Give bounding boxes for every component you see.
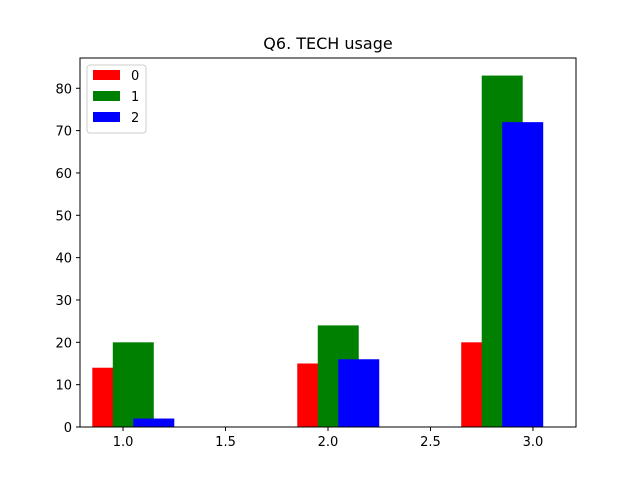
- legend: 0 1 2: [86, 64, 147, 134]
- y-tick-label: 0: [64, 421, 72, 436]
- legend-swatch-0: [93, 70, 120, 80]
- legend-label-0: 0: [131, 69, 139, 84]
- x-tick-label: 1.5: [215, 435, 236, 450]
- y-tick-label: 40: [55, 252, 72, 267]
- y-tick-label: 20: [55, 336, 72, 351]
- y-tick-label: 50: [55, 209, 72, 224]
- legend-swatch-1: [93, 91, 120, 101]
- bar-series-2-1: [133, 418, 175, 427]
- legend-label-2: 2: [131, 111, 139, 126]
- y-tick-label: 60: [55, 167, 72, 182]
- y-tick-label: 30: [55, 294, 72, 309]
- bar-series-2-2: [338, 359, 380, 427]
- y-tick-label: 10: [55, 379, 72, 394]
- x-tick-label: 2.0: [318, 435, 339, 450]
- bar-series-2-3: [502, 122, 544, 427]
- bar-series-1-1: [112, 342, 154, 427]
- bars-group: [92, 75, 544, 428]
- legend-label-1: 1: [131, 90, 139, 105]
- x-tick-label: 1.0: [113, 435, 134, 450]
- y-tick-label: 70: [55, 125, 72, 140]
- x-tick-label: 2.5: [420, 435, 441, 450]
- y-tick-label: 80: [55, 82, 72, 97]
- legend-swatch-2: [93, 112, 120, 122]
- chart-title: Q6. TECH usage: [263, 34, 392, 53]
- x-tick-label: 3.0: [523, 435, 544, 450]
